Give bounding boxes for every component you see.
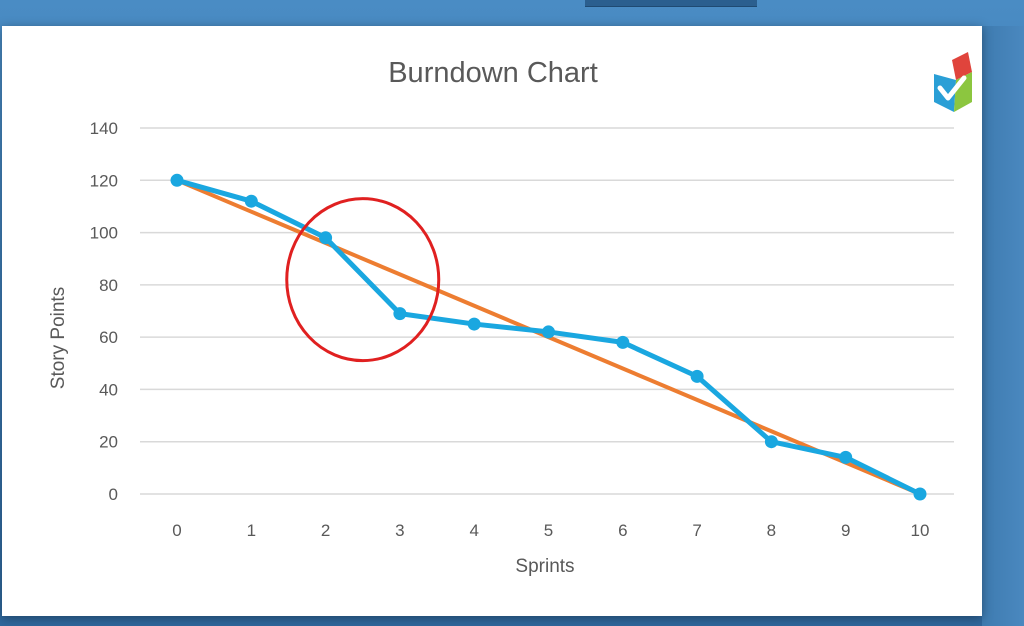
data-point [467,317,481,331]
x-tick-label: 1 [247,521,256,540]
annotations [285,197,441,363]
window-tab [585,0,757,7]
highlight-circle [285,197,441,363]
data-point [690,369,704,383]
x-tick-label: 10 [911,521,930,540]
data-point [393,307,407,321]
data-point [839,450,853,464]
data-point [319,231,333,245]
y-axis-label: Story Points [48,287,69,389]
x-axis-label: Sprints [515,556,574,577]
x-tick-label: 3 [395,521,404,540]
data-point [244,194,258,208]
chart-title: Burndown Chart [388,57,598,89]
x-tick-label: 9 [841,521,850,540]
x-tick-label: 7 [692,521,701,540]
x-tick-label: 4 [469,521,478,540]
checkmark-shield-logo-icon [934,52,972,112]
data-point [913,487,927,501]
data-point [170,173,184,187]
y-tick-label: 120 [90,171,118,190]
y-tick-label: 100 [90,224,118,243]
y-tick-label: 60 [99,328,118,347]
x-tick-label: 8 [767,521,776,540]
y-tick-label: 40 [99,380,118,399]
chart-slide: 0 20 40 60 80 100 120 140 0 1 2 3 4 5 6 7 8 9 10 Burndown… [2,26,982,616]
data-point [542,325,555,339]
x-axis-ticks: 0 1 2 3 4 5 6 7 8 9 10 [172,521,929,540]
data-point [764,435,778,449]
gridlines [140,127,954,495]
y-tick-label: 0 [109,485,118,504]
y-axis-ticks: 0 20 40 60 80 100 120 140 [90,119,118,504]
burndown-chart: 0 20 40 60 80 100 120 140 0 1 2 3 4 5 6 7 8 9 10 Burndown… [48,52,972,577]
y-tick-label: 140 [90,119,118,138]
x-tick-label: 6 [618,521,627,540]
y-tick-label: 80 [99,276,118,295]
x-tick-label: 0 [172,521,181,540]
data-point [616,335,630,349]
slide-edge [982,26,1024,626]
y-tick-label: 20 [99,433,118,452]
x-tick-label: 5 [544,521,553,540]
x-tick-label: 2 [321,521,330,540]
